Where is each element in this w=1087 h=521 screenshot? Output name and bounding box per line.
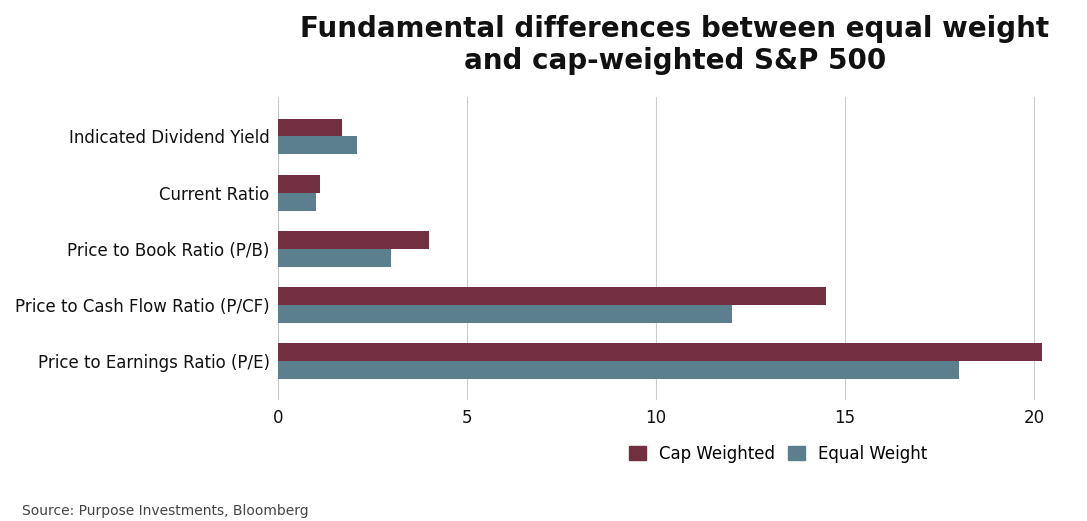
Bar — [278, 361, 959, 379]
Title: Fundamental differences between equal weight
and cap-weighted S&P 500: Fundamental differences between equal we… — [300, 15, 1050, 76]
Bar — [278, 118, 342, 137]
Bar — [278, 175, 320, 193]
Bar — [278, 137, 358, 154]
Bar — [278, 193, 315, 210]
Text: Source: Purpose Investments, Bloomberg: Source: Purpose Investments, Bloomberg — [22, 504, 309, 518]
Legend: Cap Weighted, Equal Weight: Cap Weighted, Equal Weight — [629, 445, 927, 463]
Bar — [278, 249, 391, 267]
Bar — [278, 231, 429, 249]
Bar — [278, 287, 826, 305]
Bar — [278, 305, 732, 323]
Bar — [278, 343, 1041, 361]
